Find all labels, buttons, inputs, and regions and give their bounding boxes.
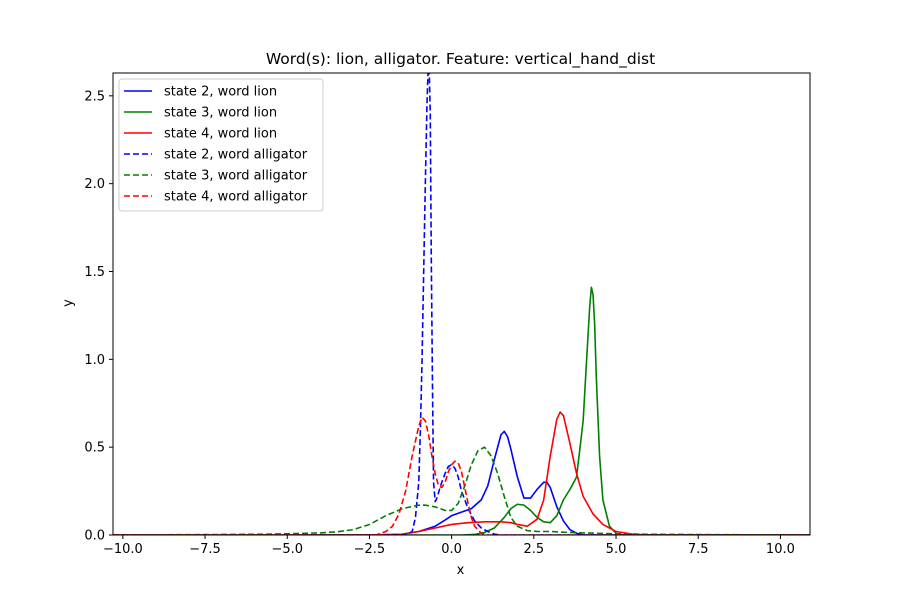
series-line-4	[113, 73, 810, 535]
x-tick-label: 7.5	[688, 542, 709, 557]
chart-title: Word(s): lion, alligator. Feature: verti…	[266, 50, 655, 69]
y-tick-label: 1.0	[84, 353, 105, 368]
plot-area	[113, 73, 810, 535]
legend-label: state 2, word alligator	[164, 148, 308, 163]
series-line-3	[113, 411, 810, 535]
legend-label: state 4, word lion	[164, 127, 277, 142]
legend-label: state 3, word lion	[164, 106, 277, 121]
x-axis: −10.0 −7.5 −5.0 −2.5 0.0 2.5 5.0 7.5 10.0	[103, 535, 795, 557]
legend-label: state 3, word alligator	[164, 169, 308, 184]
y-axis-label: y	[61, 299, 76, 307]
legend-label: state 2, word lion	[164, 85, 277, 100]
x-tick-label: 5.0	[606, 542, 627, 557]
y-tick-label: 1.5	[84, 265, 105, 280]
x-tick-label: 2.5	[523, 542, 544, 557]
x-tick-label: −7.5	[189, 542, 221, 557]
x-axis-label: x	[457, 563, 465, 578]
plot-frame	[112, 72, 811, 536]
y-tick-label: 2.0	[84, 177, 105, 192]
x-tick-label: −5.0	[271, 542, 303, 557]
y-axis: 0.0 0.5 1.0 1.5 2.0 2.5	[84, 89, 113, 544]
y-tick-label: 2.5	[84, 89, 105, 104]
series-line-1	[113, 430, 810, 535]
y-tick-label: 0.0	[84, 529, 105, 544]
legend-label: state 4, word alligator	[164, 190, 308, 205]
series-line-2	[113, 286, 810, 535]
x-tick-label: −10.0	[103, 542, 143, 557]
series-line-6	[113, 416, 810, 535]
legend-box	[118, 78, 324, 212]
x-tick-label: 10.0	[766, 542, 795, 557]
x-tick-label: 0.0	[441, 542, 462, 557]
series-line-5	[113, 446, 810, 535]
y-tick-label: 0.5	[84, 441, 105, 456]
x-tick-label: −2.5	[354, 542, 386, 557]
legend: state 2, word lion state 3, word lion stat…	[118, 78, 324, 212]
